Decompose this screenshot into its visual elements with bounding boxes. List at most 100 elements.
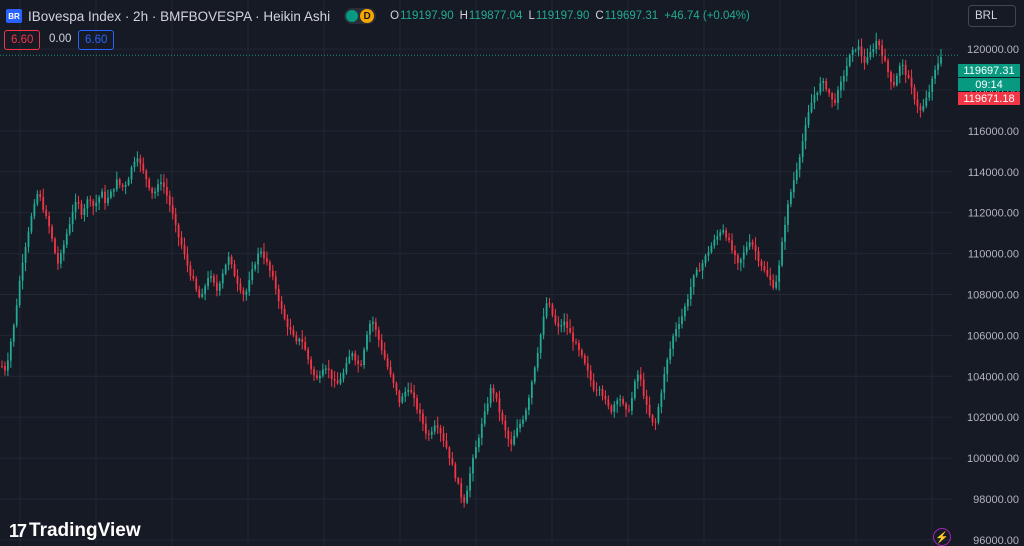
candle-body (663, 373, 666, 393)
candle-body (207, 278, 209, 287)
candle-body (419, 409, 421, 414)
candle-body (601, 388, 604, 396)
candle-body (98, 197, 101, 203)
candle-body (59, 253, 62, 264)
symbol-title[interactable]: IBovespa Index · 2h · BMFBOVESPA · Heiki… (28, 8, 331, 24)
candle-body (904, 64, 907, 75)
candle-body (374, 321, 377, 330)
candle-body (27, 231, 30, 248)
candle-body (366, 334, 368, 350)
sell-button[interactable]: 6.60 (4, 30, 41, 50)
candle-body (731, 240, 733, 251)
candle-body (648, 404, 651, 416)
candle-body (787, 204, 789, 225)
candle-body (910, 77, 913, 88)
candle-body (215, 282, 218, 291)
candle-body (277, 288, 280, 302)
candle-body (245, 291, 248, 295)
candle-body (136, 158, 139, 162)
candle-body (33, 203, 36, 217)
candle-body (307, 349, 310, 360)
candle-body (825, 81, 828, 90)
candle-body (289, 327, 292, 330)
candle-body (754, 245, 757, 252)
candle-body (495, 393, 498, 399)
candle-body (442, 433, 445, 441)
candle-body (928, 92, 931, 98)
ohlc-high: H119877.04 (459, 10, 523, 22)
buy-button[interactable]: 6.60 (78, 30, 115, 50)
candle-body (201, 293, 204, 297)
candle-body (530, 381, 533, 398)
candle-body (692, 275, 695, 288)
candle-body (716, 236, 719, 240)
candle-body (695, 269, 698, 276)
candle-body (436, 425, 439, 428)
candle-body (89, 199, 92, 201)
candle-body (274, 276, 277, 289)
candle-body (154, 191, 156, 194)
candle-body (180, 237, 183, 245)
candle-body (757, 251, 760, 262)
candle-body (698, 269, 701, 271)
y-tick-label: 116000.00 (968, 126, 1019, 138)
tradingview-logo[interactable]: 17 TradingView (9, 520, 141, 542)
y-tick-label: 106000.00 (967, 330, 1019, 342)
candle-body (389, 367, 392, 375)
candle-body (607, 399, 610, 406)
candle-body (160, 182, 162, 185)
candle-body (327, 368, 330, 371)
candle-body (772, 280, 775, 288)
candle-body (380, 340, 383, 351)
candle-body (183, 244, 186, 255)
candle-body (192, 275, 195, 279)
candle-body (424, 423, 427, 434)
candle-body (854, 49, 857, 51)
candle-body (922, 105, 925, 111)
candle-body (86, 199, 89, 209)
candle-body (148, 179, 151, 189)
candle-body (283, 308, 286, 319)
candle-body (616, 400, 619, 405)
candle-body (77, 202, 80, 204)
candle-body (65, 233, 68, 245)
candle-body (704, 255, 707, 264)
candle-body (816, 92, 819, 96)
candle-body (51, 226, 53, 239)
candle-body (566, 321, 569, 329)
candle-body (292, 329, 295, 336)
candle-body (466, 490, 468, 503)
candle-body (828, 89, 831, 94)
candle-body (6, 360, 9, 371)
candle-body (519, 423, 521, 429)
candle-body (483, 411, 486, 424)
lightning-icon[interactable]: ⚡ (933, 528, 951, 546)
data-toggle[interactable]: D (344, 8, 377, 24)
candle-body (775, 281, 778, 288)
candle-body (760, 261, 763, 267)
candle-body (586, 363, 589, 371)
candle-body (383, 350, 386, 359)
candle-body (869, 51, 872, 58)
candle-body (572, 332, 574, 342)
candle-body (118, 179, 121, 185)
candle-body (810, 102, 813, 113)
candle-body (842, 75, 845, 82)
candle-body (701, 263, 704, 271)
candle-body (9, 341, 12, 361)
candle-body (133, 161, 136, 168)
candle-body (925, 97, 928, 106)
candle-body (669, 348, 672, 360)
candle-body (24, 247, 27, 263)
candle-body (224, 264, 227, 274)
candle-body (124, 184, 127, 187)
status-dot-icon (346, 10, 359, 22)
candle-body (345, 362, 348, 373)
candle-body (30, 216, 33, 232)
currency-selector[interactable]: BRL (968, 5, 1016, 27)
candle-body (575, 341, 577, 344)
candle-body (651, 415, 654, 422)
candle-body (83, 208, 86, 215)
candle-body (271, 270, 274, 277)
